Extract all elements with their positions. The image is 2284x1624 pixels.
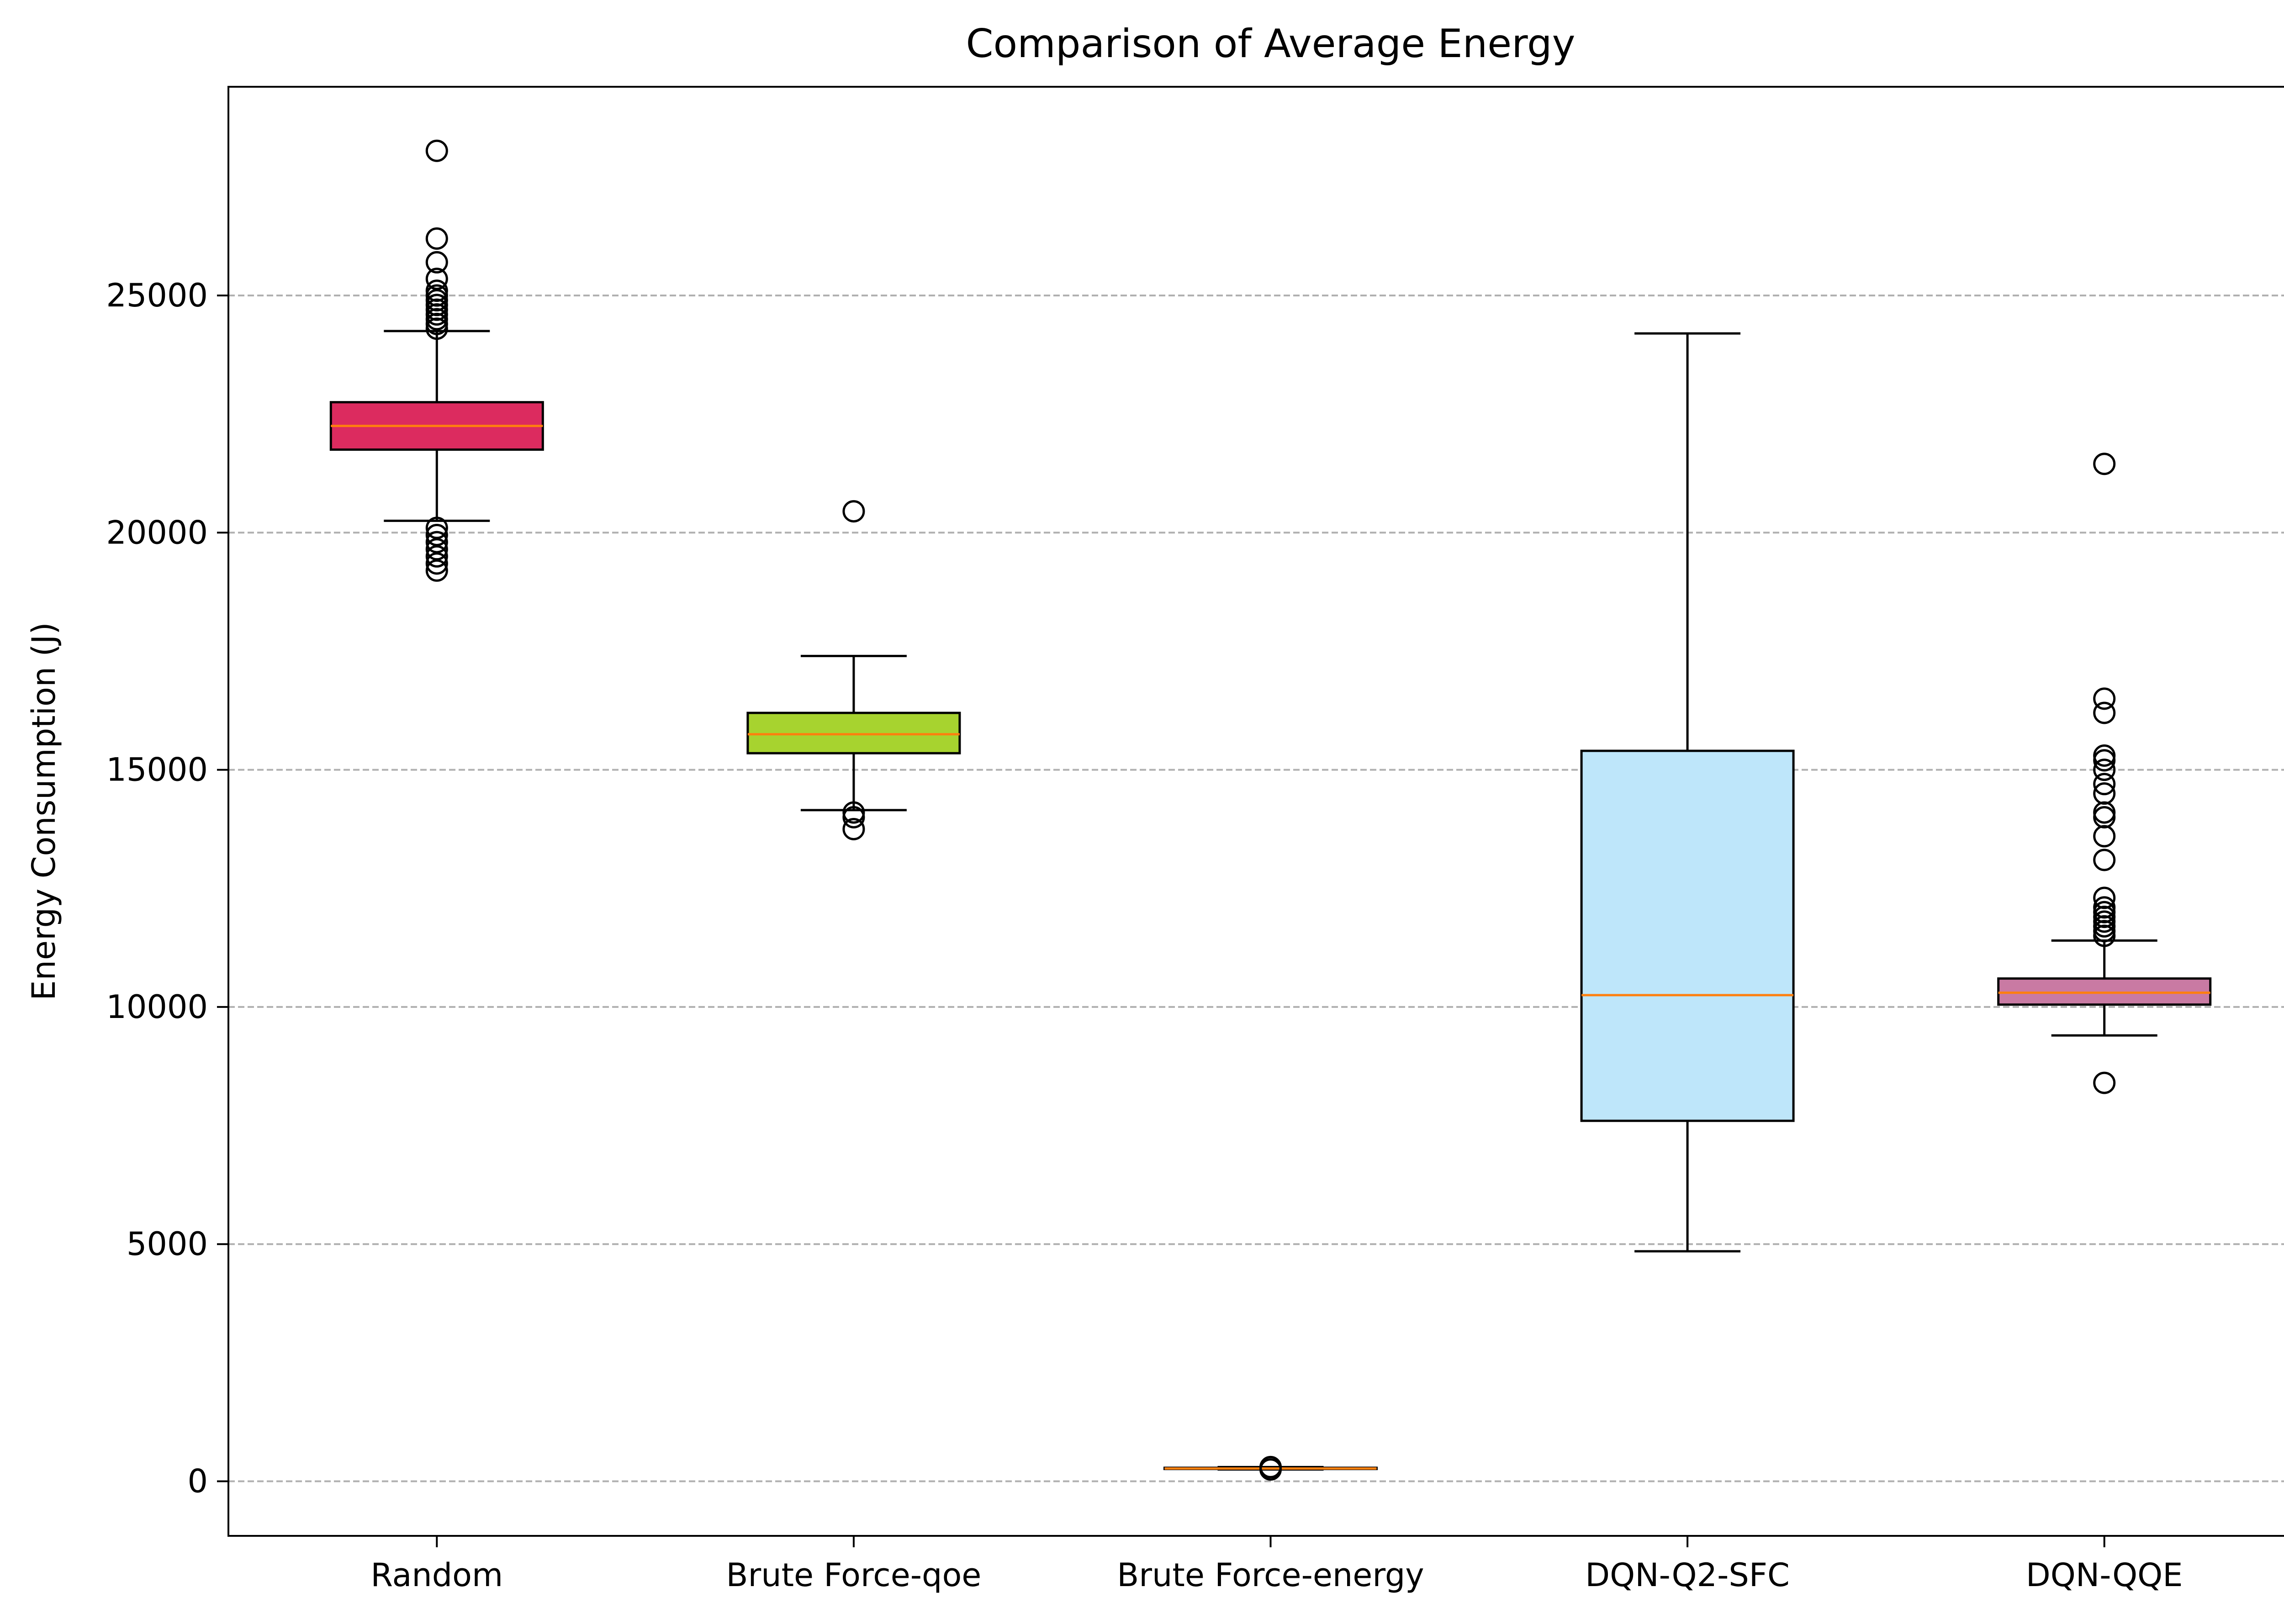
outlier-point	[425, 251, 448, 274]
outlier-point	[2093, 453, 2116, 475]
outlier-point	[425, 268, 448, 290]
outlier-point	[425, 559, 448, 582]
box-group	[1997, 453, 2212, 1094]
outlier-point	[842, 817, 865, 840]
y-tick-label: 10000	[106, 988, 208, 1026]
outlier-point	[425, 545, 448, 568]
y-tick-label: 0	[187, 1463, 208, 1500]
y-tick-label: 20000	[106, 514, 208, 551]
outlier-point	[425, 317, 448, 340]
x-tick-label: Brute Force-qoe	[726, 1556, 981, 1594]
y-axis-label: Energy Consumption (J)	[25, 622, 63, 1000]
outlier-point	[425, 139, 448, 162]
box-group	[1163, 1455, 1378, 1481]
x-tick-label: Random	[370, 1556, 503, 1594]
outlier-point	[2093, 849, 2116, 871]
x-tick-label: DQN-QQE	[2026, 1556, 2183, 1594]
outlier-point	[425, 531, 448, 554]
box-iqr	[1580, 749, 1795, 1122]
y-tick-label: 25000	[106, 277, 208, 314]
boxes	[329, 139, 2212, 1481]
axes: 0 5000 10000 15000 20000 25000 Random Brute For…	[106, 277, 2183, 1594]
box-iqr	[1997, 977, 2212, 1006]
outlier-point	[425, 538, 448, 561]
outlier-point	[2093, 701, 2116, 724]
outlier-point	[842, 500, 865, 523]
chart-title: Comparison of Average Energy	[966, 21, 1575, 67]
y-tick-label: 5000	[127, 1225, 208, 1263]
box-group	[746, 500, 961, 840]
outlier-point	[2093, 687, 2116, 710]
grid-lines	[228, 294, 2284, 1482]
box-group	[1580, 332, 1795, 1253]
box-group	[329, 139, 544, 582]
outlier-point	[2093, 825, 2116, 848]
x-tick-label: Brute Force-energy	[1117, 1556, 1424, 1594]
box-iqr	[746, 712, 961, 754]
outlier-point	[2093, 924, 2116, 947]
outlier-point	[842, 806, 865, 828]
outlier-point	[1259, 1458, 1282, 1481]
outlier-point	[2093, 1071, 2116, 1094]
outlier-point	[2093, 759, 2116, 781]
outlier-point	[425, 524, 448, 547]
outlier-point	[425, 517, 448, 539]
outlier-point	[2093, 749, 2116, 772]
outlier-point	[2093, 773, 2116, 796]
outlier-point	[425, 552, 448, 575]
y-tick-label: 15000	[106, 751, 208, 789]
x-tick-label: DQN-Q2-SFC	[1585, 1556, 1790, 1594]
outlier-point	[425, 227, 448, 250]
